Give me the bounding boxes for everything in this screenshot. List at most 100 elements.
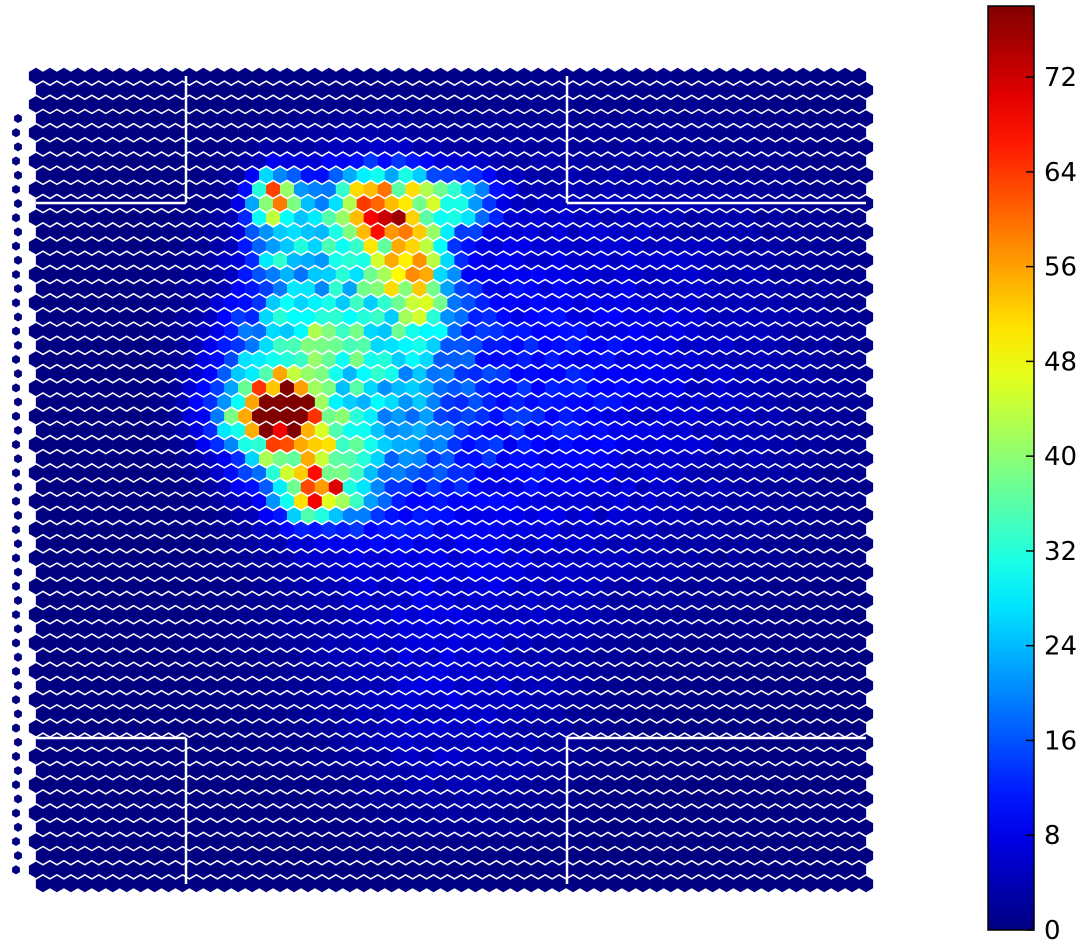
hex-cell — [356, 677, 371, 694]
hex-cell — [12, 780, 20, 790]
hex-cell — [98, 549, 113, 567]
hex-cell — [663, 138, 678, 156]
hex-cell — [328, 705, 344, 723]
hex-cell — [824, 351, 839, 368]
hex-cell — [203, 819, 218, 836]
hex-cell — [607, 535, 623, 552]
hex-cell — [112, 464, 127, 482]
hex-cell — [461, 266, 476, 283]
hex-cell — [266, 152, 281, 170]
hex-cell — [579, 705, 595, 723]
hex-cell — [586, 464, 602, 482]
hex-cell — [314, 734, 330, 751]
hex-cell — [42, 152, 58, 170]
hex-cell — [147, 422, 162, 439]
hex-cell — [572, 578, 588, 595]
hex-cell — [84, 578, 99, 595]
hex-cell — [565, 847, 581, 864]
hex-cell — [489, 96, 504, 113]
hex-cell — [698, 351, 713, 368]
hex-cell — [12, 638, 20, 648]
hex-cell — [670, 521, 685, 538]
hex-cell — [803, 592, 818, 609]
hex-cell — [140, 464, 155, 482]
hex-cell — [593, 677, 609, 694]
hex-cell — [719, 365, 734, 382]
hex-cell — [77, 620, 92, 638]
hex-cell — [614, 861, 629, 879]
hex-cell — [314, 308, 330, 326]
hex-cell — [691, 875, 706, 893]
hex-cell — [670, 237, 685, 255]
hex-cell — [210, 237, 225, 255]
hex-cell — [412, 81, 427, 99]
hex-cell — [607, 81, 623, 99]
hex-cell — [300, 110, 316, 127]
hex-cell — [35, 648, 51, 666]
hex-cell — [175, 280, 190, 297]
hex-cell — [84, 691, 99, 708]
hex-cell — [42, 833, 58, 850]
hex-cell — [684, 67, 699, 85]
hex-cell — [335, 493, 351, 510]
hex-cell — [684, 833, 699, 850]
hex-cell — [91, 223, 106, 241]
hex-cell — [656, 237, 671, 255]
hex-cell — [796, 379, 811, 397]
hex-cell — [698, 96, 713, 113]
hex-cell — [217, 705, 232, 723]
hex-cell — [572, 861, 588, 879]
hex-cell — [635, 790, 650, 808]
hex-cell — [475, 776, 490, 793]
hex-cell — [293, 719, 309, 737]
hex-cell — [63, 81, 78, 99]
hex-cell — [754, 436, 769, 453]
hex-cell — [300, 790, 316, 808]
hex-cell — [168, 322, 183, 340]
hex-cell — [614, 634, 629, 652]
hex-cell — [98, 436, 113, 453]
hex-cell — [119, 167, 134, 184]
hex-cell — [279, 776, 295, 793]
hex-cell — [740, 436, 755, 453]
hex-cell — [98, 408, 113, 425]
hex-cell — [419, 322, 434, 340]
hex-cell — [740, 181, 755, 198]
hex-cell — [524, 535, 539, 552]
hex-cell — [670, 691, 685, 708]
hex-cell — [524, 138, 539, 156]
hex-cell — [356, 138, 371, 156]
hex-cell — [803, 308, 818, 326]
hex-cell — [579, 677, 595, 694]
hex-cell — [698, 436, 713, 453]
hex-cell — [245, 705, 260, 723]
hex-cell — [817, 847, 832, 864]
hex-cell — [349, 379, 364, 397]
hex-cell — [35, 535, 51, 552]
hex-cell — [98, 351, 113, 368]
hex-cell — [705, 875, 720, 893]
hex-cell — [600, 748, 616, 765]
hex-cell — [77, 563, 92, 581]
hex-cell — [391, 748, 406, 765]
hex-cell — [719, 620, 734, 638]
hex-cell — [733, 337, 748, 354]
hex-cell — [858, 762, 874, 779]
hex-cell — [447, 124, 462, 141]
hex-cell — [98, 578, 113, 595]
hex-cell — [628, 719, 643, 737]
hex-cell — [851, 493, 867, 510]
hex-cell — [789, 138, 804, 156]
hex-cell — [858, 819, 874, 836]
hex-cell — [691, 762, 706, 779]
hex-cell — [314, 535, 330, 552]
hex-cell — [84, 861, 99, 879]
hex-cell — [217, 110, 232, 127]
hex-cell — [217, 195, 232, 212]
hex-cell — [551, 507, 567, 524]
hex-cell — [363, 408, 378, 425]
hex-cell — [335, 549, 351, 567]
hex-cell — [412, 734, 427, 751]
hex-cell — [314, 648, 330, 666]
